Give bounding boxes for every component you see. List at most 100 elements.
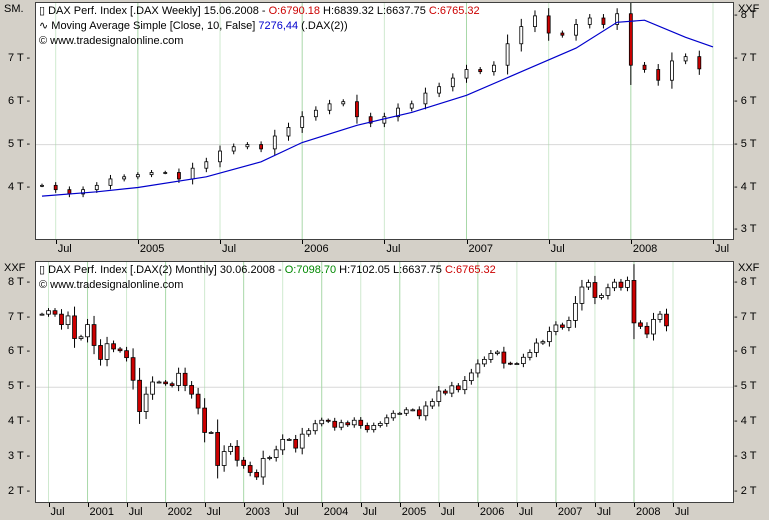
candle-body xyxy=(286,438,292,441)
x-tick-label: 2007 xyxy=(468,243,493,255)
x-tick-mark xyxy=(548,240,550,244)
x-tick-mark xyxy=(220,240,222,244)
candle-body xyxy=(46,310,51,315)
candle-body xyxy=(371,425,377,431)
candle-body xyxy=(625,280,630,288)
y-tick-label: - 3 T xyxy=(734,449,757,462)
candle-body xyxy=(65,315,71,326)
candle-body xyxy=(260,458,266,478)
y-tick-label: 3 T - xyxy=(8,449,31,462)
candle-body xyxy=(254,472,260,478)
bottom-chart-plot[interactable]: ▯ DAX Perf. Index [.DAX(2) Monthly] 30.0… xyxy=(35,261,734,503)
y-tick-label: - 6 T xyxy=(734,345,757,358)
candle-body xyxy=(231,146,236,152)
top-legend: ▯ DAX Perf. Index [.DAX Weekly] 15.06.20… xyxy=(39,4,480,49)
candle-body xyxy=(195,393,201,409)
y-tick-label: - 4 T xyxy=(734,415,757,427)
candle-body xyxy=(464,69,469,79)
candle-body xyxy=(364,425,370,431)
x-tick-mark xyxy=(477,503,479,507)
candle-body xyxy=(670,60,674,81)
x-tick-mark xyxy=(633,503,635,507)
top-legend-line3: © www.tradesignalonline.com xyxy=(39,35,184,47)
candle-body xyxy=(377,422,383,426)
bottom-corner-left: XXF xyxy=(4,262,26,274)
x-tick-mark xyxy=(137,240,139,244)
x-tick-mark xyxy=(713,240,714,244)
candle-body xyxy=(533,15,537,28)
x-tick-label: Jul xyxy=(715,243,730,255)
candle-body xyxy=(72,315,77,339)
y-tick-label: - 8 T xyxy=(734,275,757,288)
candle-body xyxy=(495,351,500,354)
candle-body xyxy=(587,17,592,25)
candle-body xyxy=(601,17,606,25)
candle-body xyxy=(124,350,129,359)
x-tick-label: 2008 xyxy=(632,243,658,255)
x-tick-mark xyxy=(399,503,401,507)
candle-body xyxy=(190,167,195,180)
x-tick-label: 2005 xyxy=(401,506,427,518)
top-corner-right: XXF xyxy=(738,3,760,15)
candle-body xyxy=(462,380,468,391)
candle-body xyxy=(534,342,539,353)
x-tick-label: 2004 xyxy=(323,506,349,518)
candle-body xyxy=(382,116,387,124)
candle-body xyxy=(85,324,90,338)
candle-body xyxy=(423,405,429,417)
candle-body xyxy=(53,184,58,191)
candle-body xyxy=(437,86,442,94)
candle-body xyxy=(111,343,116,350)
x-tick-mark xyxy=(516,503,518,507)
candle-body xyxy=(40,184,44,187)
candle-body xyxy=(130,357,136,381)
y-tick-label: - 4 T xyxy=(734,180,757,193)
candle-body xyxy=(488,353,494,360)
candle-body xyxy=(332,420,338,428)
candle-body xyxy=(642,64,647,70)
candle-body xyxy=(327,103,332,111)
y-tick-label: 7 T - xyxy=(8,51,31,64)
y-tick-label: - 5 T xyxy=(734,137,757,150)
candle-body xyxy=(202,407,207,433)
candle-body xyxy=(644,325,650,335)
candle-body xyxy=(546,15,551,34)
candle-body xyxy=(586,282,591,288)
candle-body xyxy=(267,457,273,459)
candle-body xyxy=(491,64,496,73)
candle-body xyxy=(612,281,617,289)
candle-body xyxy=(135,174,140,178)
candle-body xyxy=(631,280,637,324)
candle-body xyxy=(573,302,578,321)
x-tick-mark xyxy=(302,240,304,244)
candle-body xyxy=(403,409,409,414)
candle-body xyxy=(104,343,110,360)
candle-body xyxy=(182,372,188,386)
candle-body xyxy=(177,172,181,180)
candle-body xyxy=(163,172,168,174)
candle-body xyxy=(560,324,565,328)
candle-body xyxy=(390,412,396,419)
candle-body xyxy=(78,336,84,339)
candle-body xyxy=(189,385,194,395)
bottom-legend: ▯ DAX Perf. Index [.DAX(2) Monthly] 30.0… xyxy=(39,263,496,293)
candle-body xyxy=(478,69,483,73)
candle-body xyxy=(108,178,113,186)
candle-body xyxy=(355,101,359,118)
x-tick-mark xyxy=(282,503,284,507)
candle-body xyxy=(221,451,227,466)
candle-body xyxy=(455,385,461,391)
top-chart-plot[interactable]: ▯ DAX Perf. Index [.DAX Weekly] 15.06.20… xyxy=(35,2,734,240)
x-tick-mark xyxy=(204,503,206,507)
candle-body xyxy=(218,150,222,163)
candle-body xyxy=(508,362,513,365)
y-tick-label: - 7 T xyxy=(734,51,757,64)
x-tick-mark xyxy=(165,503,167,507)
x-tick-label: Jul xyxy=(57,243,72,255)
bottom-chart-svg xyxy=(36,262,733,502)
candle-body xyxy=(286,127,291,137)
x-tick-label: Jul xyxy=(386,243,401,255)
top-legend-line1: ▯ DAX Perf. Index [.DAX Weekly] 15.06.20… xyxy=(39,5,480,17)
candle-body xyxy=(519,26,524,45)
candle-body xyxy=(341,101,346,105)
